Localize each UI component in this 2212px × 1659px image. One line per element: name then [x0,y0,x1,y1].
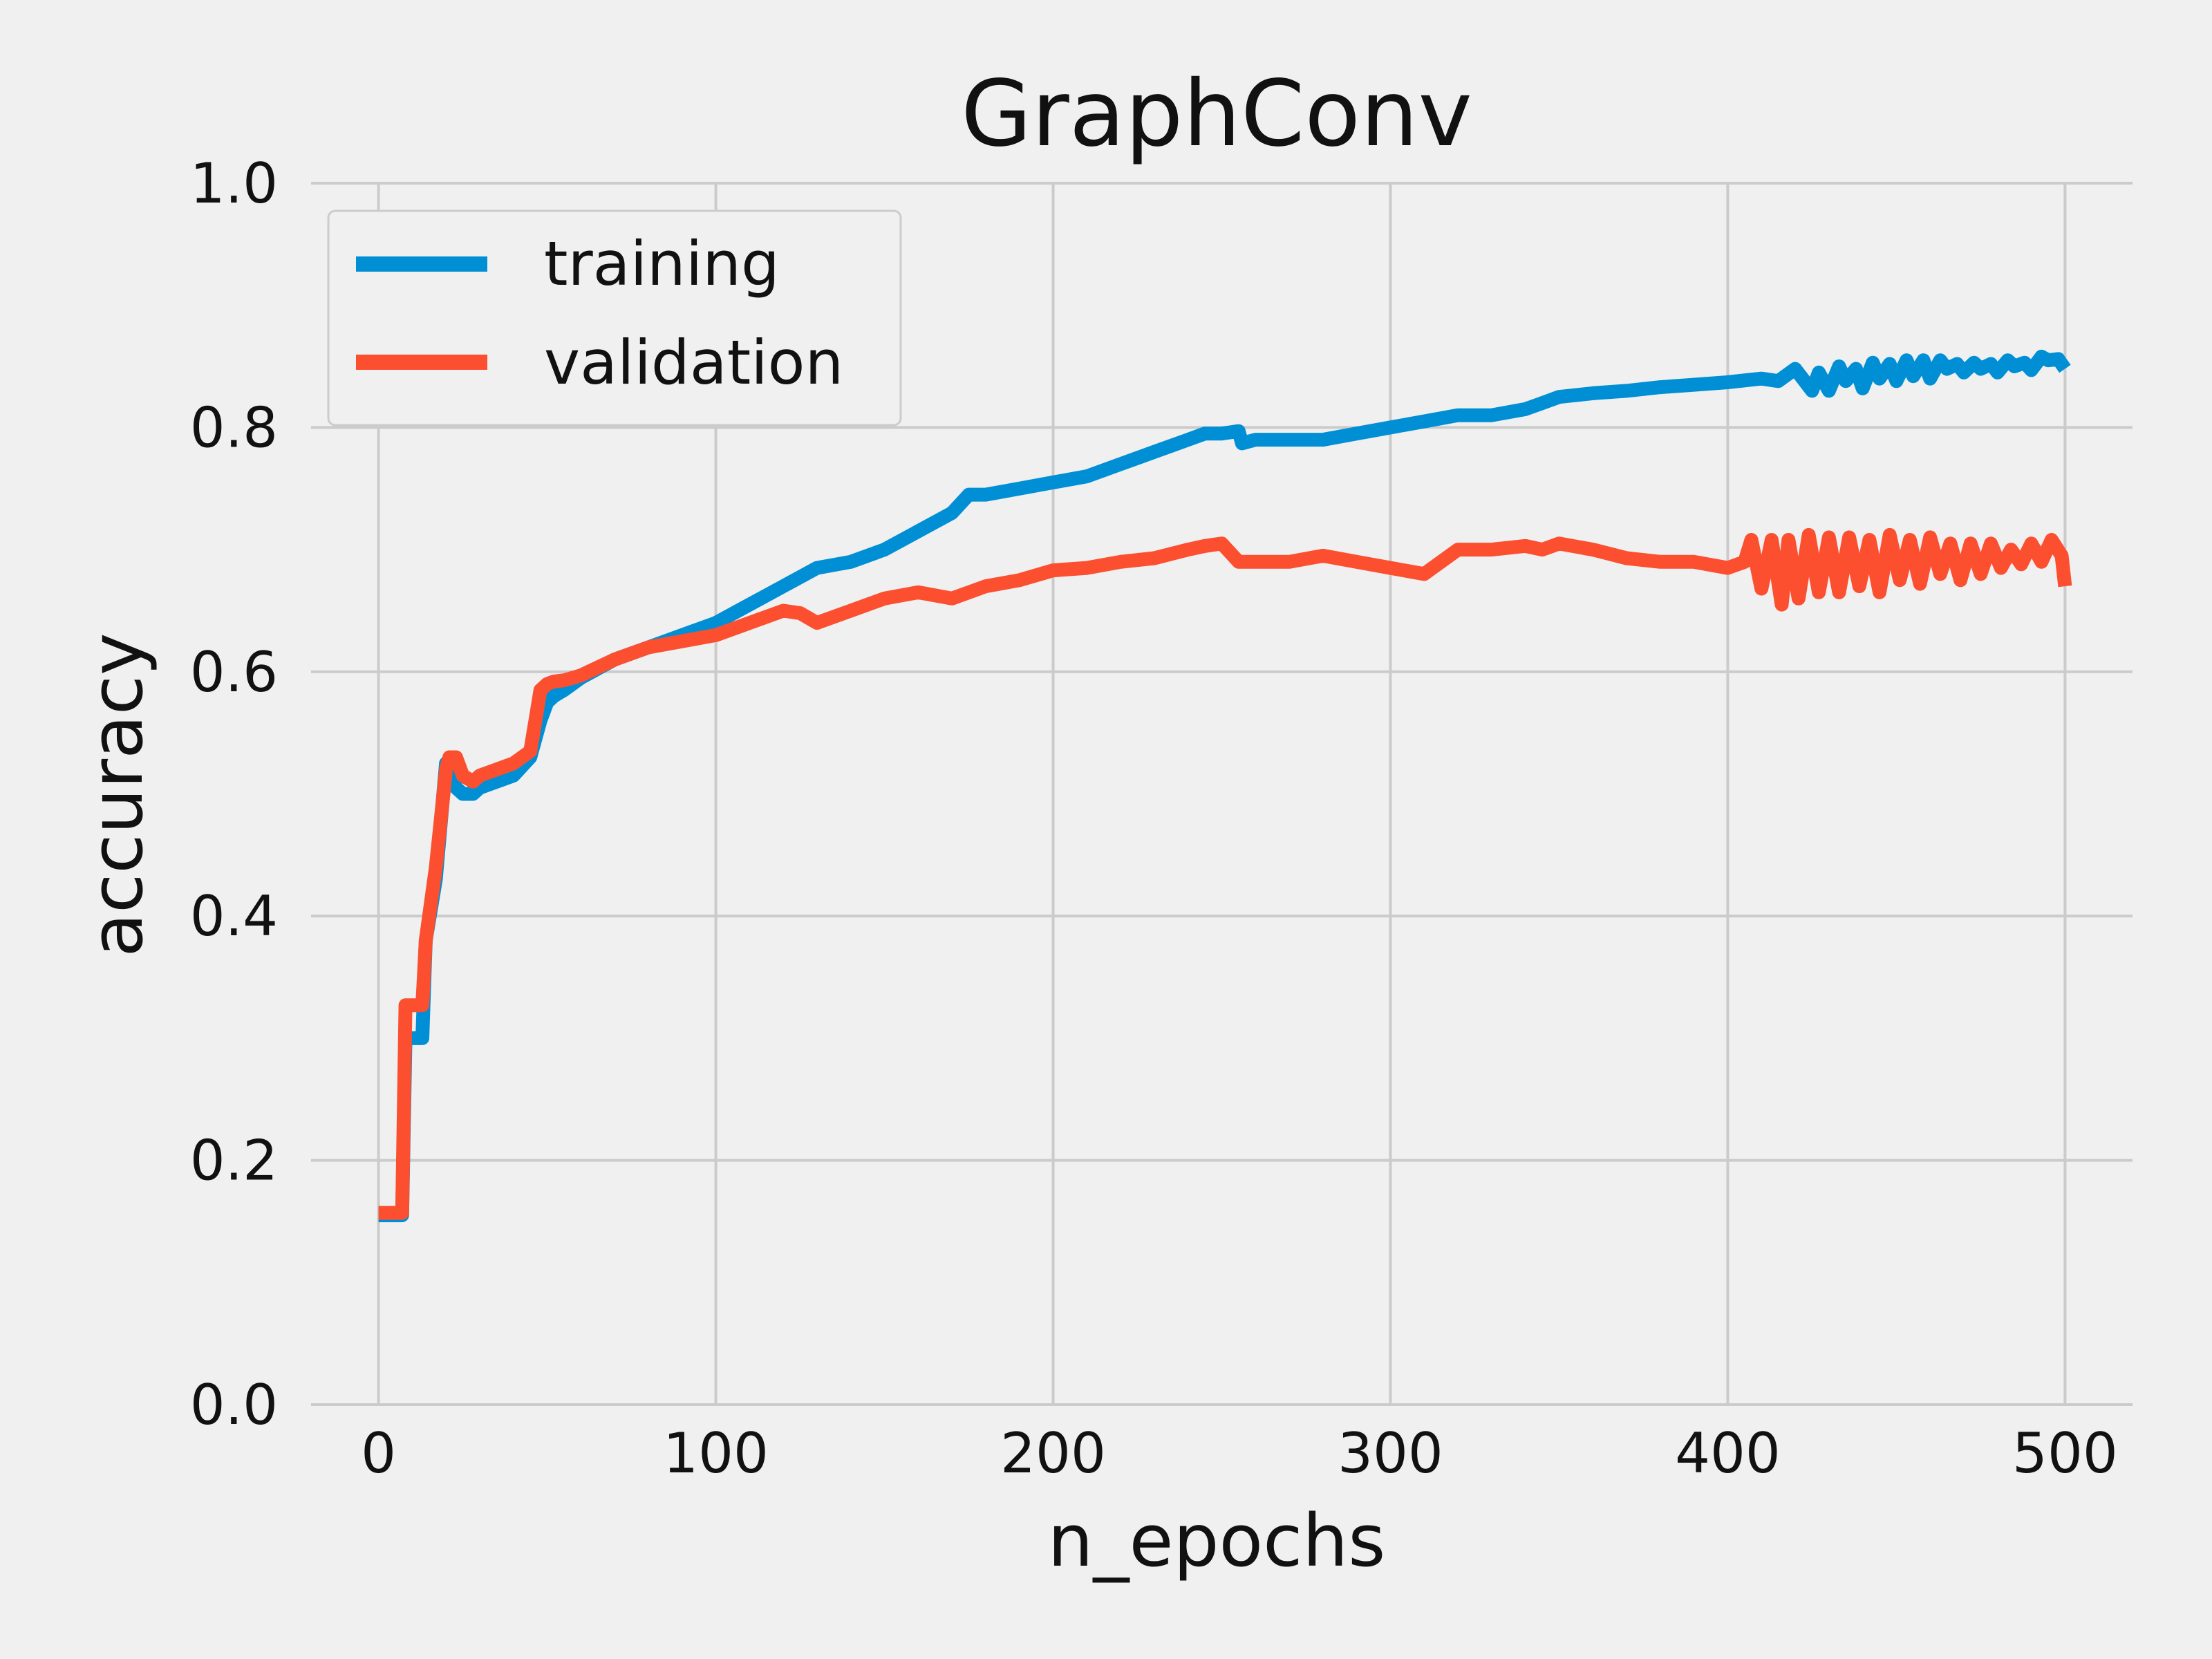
y-tick-label: 0.6 [190,640,278,704]
x-tick-label: 500 [2012,1421,2118,1485]
series-line-validation [378,527,2072,1220]
x-tick-label: 400 [1675,1421,1781,1485]
x-tick-label: 100 [663,1421,769,1485]
x-tick-label: 200 [1000,1421,1106,1485]
x-tick-label: 0 [361,1421,396,1485]
y-tick-label: 1.0 [190,151,278,216]
y-tick-label: 0.4 [190,884,278,948]
y-tick-label: 0.2 [190,1129,278,1193]
x-tick-label: 300 [1338,1421,1443,1485]
series-layer [378,349,2072,1223]
legend: training validation [327,209,902,427]
legend-label-validation: validation [544,327,843,398]
x-axis-label: n_epochs [1048,1499,1386,1583]
legend-label-training: training [544,228,780,299]
y-tick-label: 0.0 [190,1373,278,1437]
y-axis-label: accuracy [75,632,159,957]
tick-labels: 0 100 200 300 400 500 0.0 0.2 0.4 0.6 0.8 1.0 [190,151,2118,1485]
y-tick-label: 0.8 [190,395,278,460]
chart-title: GraphConv [961,61,1472,167]
